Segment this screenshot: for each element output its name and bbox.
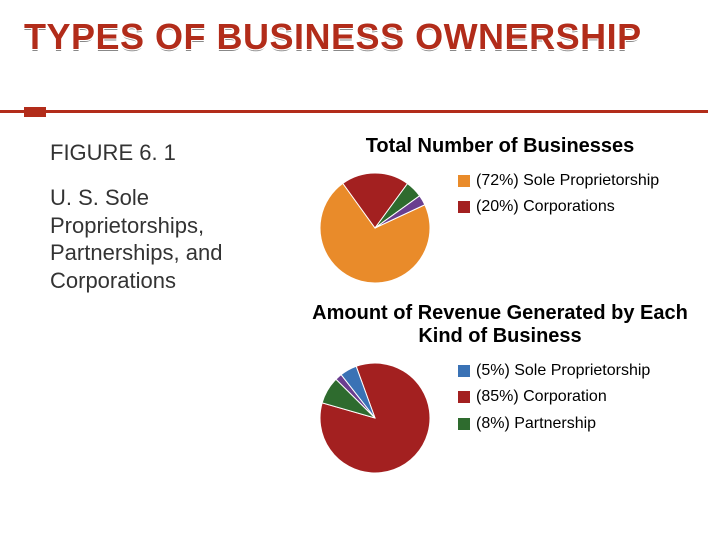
chart1-heading: Total Number of Businesses (300, 135, 700, 158)
legend-swatch (458, 365, 470, 377)
legend-swatch (458, 391, 470, 403)
legend-label: (8%) Partnership (476, 415, 596, 433)
legend-swatch (458, 418, 470, 430)
divider-box (24, 107, 46, 117)
chart1-pie (310, 168, 440, 288)
legend-label: (85%) Corporation (476, 388, 607, 406)
chart1-legend-item: (20%) Corporations (458, 198, 700, 216)
chart2-pie (310, 358, 440, 478)
figure-label: FIGURE 6. 1 (50, 140, 280, 166)
chart2-legend-item: (85%) Corporation (458, 388, 700, 406)
legend-label: (20%) Corporations (476, 198, 615, 216)
chart2-heading: Amount of Revenue Generated by Each Kind… (300, 302, 700, 348)
legend-swatch (458, 175, 470, 187)
chart2-legend: (5%) Sole Proprietorship (85%) Corporatio… (450, 358, 700, 441)
chart1-legend-item: (72%) Sole Proprietorship (458, 172, 700, 190)
chart1-legend: (72%) Sole Proprietorship (20%) Corporati… (450, 168, 700, 225)
legend-swatch (458, 201, 470, 213)
figure-subtitle: U. S. Sole Proprietorships, Partnerships… (50, 184, 280, 294)
divider-rule (0, 110, 708, 113)
legend-label: (72%) Sole Proprietorship (476, 172, 659, 190)
chart2-legend-item: (5%) Sole Proprietorship (458, 362, 700, 380)
page-title: TYPES OF BUSINESS OWNERSHIP (24, 18, 720, 57)
chart2-legend-item: (8%) Partnership (458, 415, 700, 433)
legend-label: (5%) Sole Proprietorship (476, 362, 650, 380)
